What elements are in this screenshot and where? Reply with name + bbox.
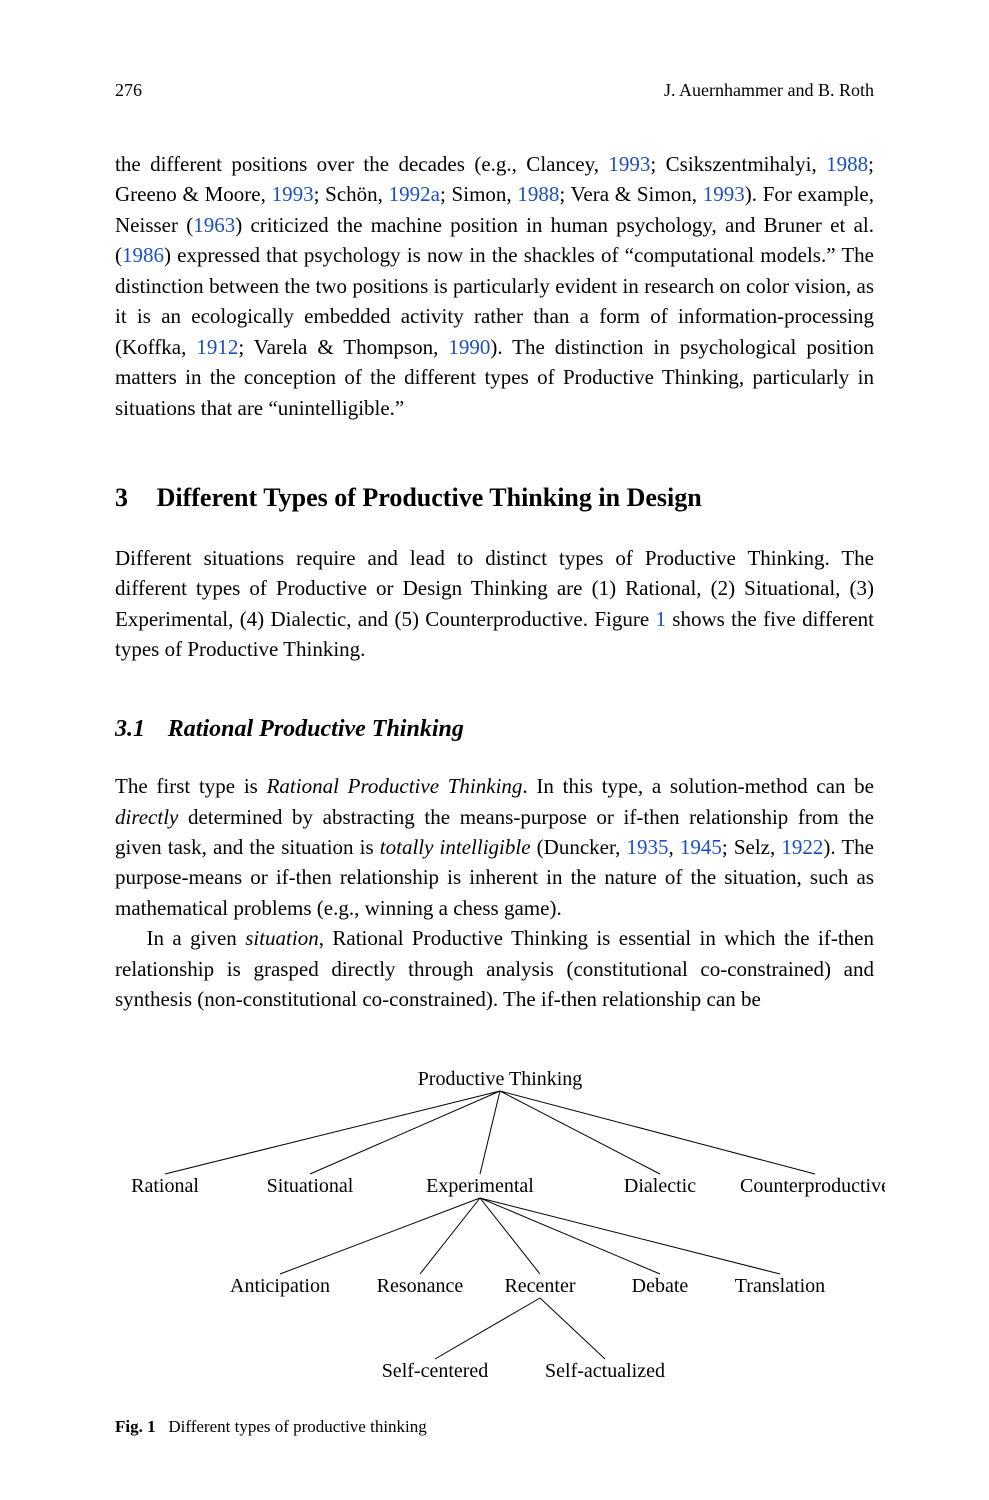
tree-node-label: Anticipation [230,1275,330,1297]
section-title: Different Types of Productive Thinking i… [157,483,702,512]
paragraph: In a given situation, Rational Productiv… [115,923,874,1014]
tree-edge [500,1091,815,1174]
tree-node-label: Self-centered [382,1360,489,1382]
tree-node-label: Productive Thinking [418,1068,583,1090]
citation-link[interactable]: 1945 [680,835,722,859]
citation-link[interactable]: 1993 [703,182,745,206]
emphasis: totally intelligible [380,835,531,859]
text: ; Varela & Thompson, [238,335,448,359]
section-heading: 3Different Types of Productive Thinking … [115,479,874,517]
figure-1: Productive Thinking Rational Situational Ex… [115,1057,874,1440]
text: ; Csikszentmihalyi, [650,152,826,176]
tree-node-label: Counterproductive [740,1175,885,1197]
figure-caption-text: Different types of productive thinking [168,1417,426,1436]
tree-edge [165,1091,500,1174]
tree-edge [500,1091,660,1174]
tree-node-label: Experimental [426,1175,534,1197]
tree-node-label: Debate [632,1275,689,1297]
running-head: 276 J. Auernhammer and B. Roth [115,80,874,101]
figure-caption: Fig. 1 Different types of productive thi… [115,1415,874,1440]
tree-node-label: Recenter [504,1275,575,1297]
text: the different positions over the decades… [115,152,608,176]
figure-ref-link[interactable]: 1 [655,607,666,631]
tree-edge [310,1091,500,1174]
citation-link[interactable]: 1963 [193,213,235,237]
citation-link[interactable]: 1993 [608,152,650,176]
text: (Duncker, [531,835,627,859]
tree-node-label: Self-actualized [545,1360,665,1382]
paragraph: Different situations require and lead to… [115,543,874,665]
citation-link[interactable]: 1988 [826,152,868,176]
body-text: the different positions over the decades… [115,149,874,1439]
tree-node-label: Resonance [377,1275,464,1297]
tree-edge [435,1298,540,1359]
text: ; Schön, [314,182,389,206]
emphasis: Rational Productive Thinking [267,774,523,798]
citation-link[interactable]: 1988 [517,182,559,206]
subsection-number: 3.1 [115,712,168,747]
text: ; Vera & Simon, [559,182,702,206]
tree-edge [540,1298,605,1359]
page: 276 J. Auernhammer and B. Roth the diffe… [0,0,989,1500]
running-title: J. Auernhammer and B. Roth [664,80,874,101]
tree-node-label: Dialectic [624,1175,696,1197]
figure-label: Fig. 1 [115,1417,156,1436]
citation-link[interactable]: 1912 [196,335,238,359]
subsection-heading: 3.1Rational Productive Thinking [115,712,874,747]
tree-node-label: Rational [131,1175,199,1197]
citation-link[interactable]: 1922 [781,835,823,859]
paragraph: The first type is Rational Productive Th… [115,771,874,923]
tree-node-label: Situational [267,1175,354,1197]
tree-diagram: Productive Thinking Rational Situational Ex… [115,1057,885,1397]
subsection-title: Rational Productive Thinking [168,716,464,742]
citation-link[interactable]: 1935 [627,835,669,859]
tree-edge [480,1091,500,1174]
citation-link[interactable]: 1993 [272,182,314,206]
section-number: 3 [115,479,157,517]
text: ; Simon, [440,182,517,206]
tree-edge [480,1198,780,1274]
citation-link[interactable]: 1986 [122,243,164,267]
paragraph-continuation: the different positions over the decades… [115,149,874,423]
emphasis: directly [115,805,178,829]
text: The first type is [115,774,267,798]
text: . In this type, a solution-method can be [522,774,874,798]
text: ; Selz, [722,835,781,859]
citation-link[interactable]: 1992a [389,182,440,206]
page-number: 276 [115,80,142,101]
text: In a given [147,926,246,950]
tree-edge [480,1198,540,1274]
emphasis: situation [245,926,319,950]
tree-node-label: Translation [735,1275,825,1297]
text: , [669,835,680,859]
citation-link[interactable]: 1990 [448,335,490,359]
tree-edge [480,1198,660,1274]
